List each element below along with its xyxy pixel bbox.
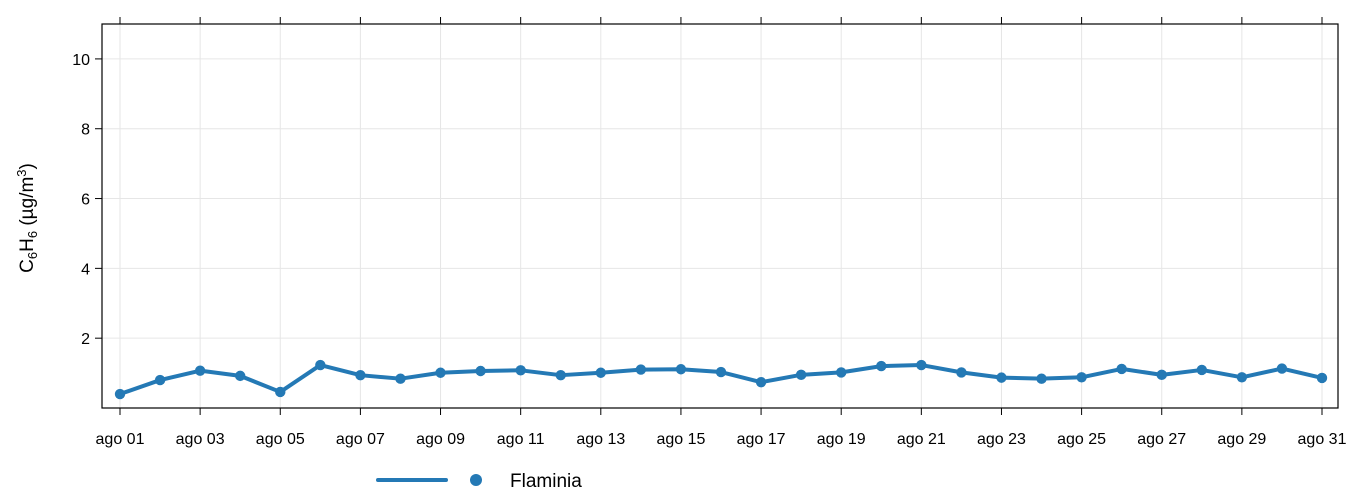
- y-axis-title-h: H: [17, 238, 38, 252]
- data-point: [1116, 363, 1127, 375]
- data-point: [836, 367, 847, 378]
- data-point: [1156, 369, 1167, 381]
- data-point: [515, 365, 526, 376]
- y-axis-title-units: (µg/m: [17, 177, 38, 231]
- x-tick-label: ago 15: [656, 431, 705, 448]
- x-tick-label: ago 11: [497, 431, 545, 448]
- data-point: [1076, 372, 1087, 383]
- y-tick-label: 10: [72, 52, 90, 69]
- data-point: [876, 360, 887, 372]
- data-point: [194, 365, 206, 376]
- series-layer: [114, 359, 1328, 400]
- x-tick-label: ago 17: [737, 431, 786, 448]
- data-point: [795, 369, 807, 381]
- y-axis-title-sub2: 6: [25, 231, 40, 238]
- data-point: [956, 367, 967, 378]
- y-axis-title-close: ): [17, 163, 38, 169]
- legend-point-swatch: [470, 474, 482, 486]
- data-point: [595, 367, 606, 378]
- x-tick-label: ago 31: [1298, 431, 1347, 448]
- x-tick-label: ago 25: [1057, 431, 1106, 448]
- x-tick-label: ago 07: [336, 431, 385, 448]
- data-point: [715, 366, 727, 378]
- data-point: [1236, 372, 1248, 383]
- data-point: [1316, 372, 1328, 384]
- data-point: [275, 386, 286, 398]
- x-tick-label: ago 13: [576, 431, 625, 448]
- data-point: [1196, 364, 1208, 376]
- data-point: [1036, 373, 1047, 384]
- data-point: [675, 364, 687, 375]
- data-point: [555, 369, 566, 381]
- x-tick-label: ago 21: [897, 431, 946, 448]
- data-point: [315, 359, 326, 371]
- data-point: [916, 359, 927, 371]
- x-tick-label: ago 23: [977, 431, 1026, 448]
- x-tick-label: ago 19: [817, 431, 866, 448]
- x-tick-label: ago 05: [256, 431, 305, 448]
- axis-layer: 2 4 6 8 10 ago 01 ago 03 ago 05 ago 07 ago 09 ago …: [72, 17, 1347, 448]
- data-point: [475, 365, 486, 377]
- y-tick-label: 8: [81, 122, 90, 139]
- y-axis-title: C6H6 (µg/m3): [14, 163, 40, 273]
- y-tick-label: 6: [81, 192, 90, 209]
- plot-background: [102, 24, 1338, 408]
- y-axis-title-sub1: 6: [25, 252, 40, 259]
- data-point: [235, 370, 246, 382]
- data-point: [435, 367, 446, 378]
- x-tick-label: ago 29: [1217, 431, 1266, 448]
- x-tick-label: ago 27: [1137, 431, 1186, 448]
- data-point: [996, 372, 1007, 383]
- data-point: [755, 376, 767, 388]
- y-axis-title-c: C: [17, 259, 38, 273]
- data-point: [635, 364, 647, 375]
- x-tick-label: ago 03: [176, 431, 225, 448]
- x-tick-label: ago 09: [416, 431, 465, 448]
- legend-label-flaminia: Flaminia: [510, 471, 582, 490]
- data-point: [395, 373, 406, 384]
- data-point: [1276, 363, 1288, 374]
- data-point: [154, 374, 166, 386]
- plot-frame: [101, 23, 1339, 409]
- data-point: [355, 369, 366, 381]
- grid-layer: [102, 24, 1338, 408]
- data-point: [114, 388, 126, 400]
- x-tick-label: ago 01: [96, 431, 145, 448]
- y-tick-label: 2: [81, 331, 90, 348]
- legend: Flaminia: [376, 471, 582, 490]
- y-tick-label: 4: [81, 261, 90, 278]
- y-axis-title-sup: 3: [14, 169, 29, 176]
